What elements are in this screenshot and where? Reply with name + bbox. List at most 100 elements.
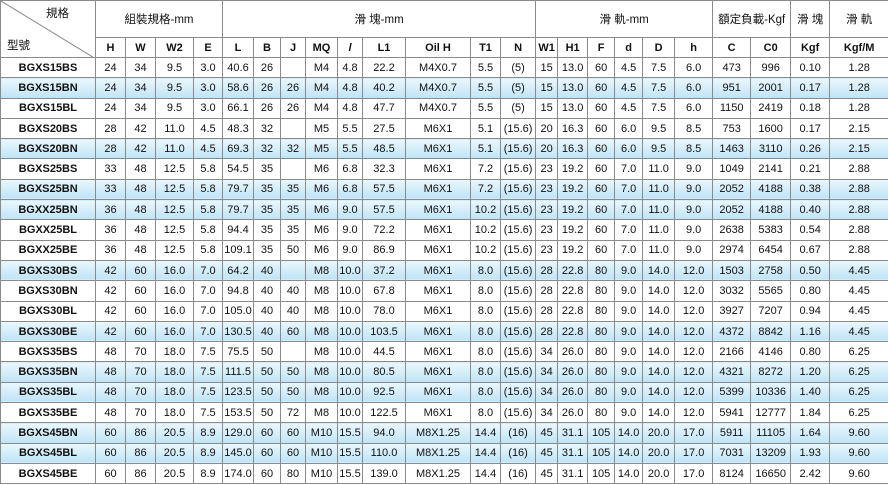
value-cell: 6.8: [337, 158, 363, 180]
value-cell: M8X1.25: [405, 442, 471, 464]
column-header: Kgf/M: [829, 37, 888, 58]
value-cell: 19.2: [557, 239, 589, 261]
value-cell: 45: [535, 462, 559, 485]
model-cell: BGXS20BN: [0, 138, 96, 160]
value-cell: 94.8: [222, 280, 254, 302]
value-cell: 4.45: [829, 280, 888, 302]
value-cell: 111.5: [222, 361, 254, 383]
value-cell: 9.0: [614, 341, 644, 363]
corner-cell: 規格 型號: [0, 0, 96, 58]
value-cell: 35: [253, 239, 281, 261]
value-cell: 12.5: [155, 158, 194, 180]
value-cell: 12.5: [155, 239, 194, 261]
value-cell: 14.4: [470, 422, 501, 444]
model-cell: BGXS30BE: [0, 320, 96, 343]
value-cell: 105.0: [222, 300, 254, 322]
value-cell: (5): [499, 77, 537, 99]
column-header: l: [337, 37, 363, 58]
value-cell: 17.0: [674, 442, 714, 464]
value-cell: M6X1: [405, 138, 471, 160]
value-cell: 11.0: [642, 158, 676, 180]
model-cell: BGXS25BN: [0, 178, 96, 201]
value-cell: 14.0: [614, 462, 644, 485]
value-cell: 5.5: [470, 56, 501, 79]
value-cell: 123.5: [222, 381, 254, 404]
group-header: 滑 塊: [790, 0, 831, 38]
value-cell: 9.5: [155, 77, 194, 99]
value-cell: 3.0: [193, 97, 223, 119]
model-cell: BGXX25BN: [0, 199, 96, 221]
group-header: 組裝規格-mm: [95, 0, 223, 38]
value-cell: 11.0: [642, 219, 676, 241]
value-cell: 0.54: [790, 219, 831, 241]
value-cell: [280, 259, 306, 282]
value-cell: 19.2: [557, 199, 589, 221]
value-cell: 0.21: [790, 158, 831, 180]
value-cell: 4.5: [614, 97, 644, 119]
value-cell: 60: [587, 117, 616, 140]
value-cell: 45: [535, 422, 559, 444]
value-cell: 22.8: [557, 320, 589, 343]
value-cell: 10.2: [470, 219, 501, 241]
value-cell: 94.0: [362, 422, 406, 444]
value-cell: 18.0: [155, 361, 194, 383]
value-cell: 105: [587, 442, 616, 464]
value-cell: 50: [253, 341, 281, 363]
value-cell: 7.5: [642, 56, 676, 79]
value-cell: 34: [125, 97, 156, 119]
value-cell: M4: [305, 97, 338, 119]
value-cell: (15.6): [499, 259, 537, 282]
value-cell: 44.5: [362, 341, 406, 363]
column-header: L: [222, 37, 254, 58]
value-cell: 18.0: [155, 402, 194, 424]
value-cell: 8.0: [470, 280, 501, 302]
value-cell: 14.0: [642, 361, 676, 383]
value-cell: 79.7: [222, 178, 254, 201]
value-cell: 24: [95, 56, 126, 79]
model-cell: BGXS35BS: [0, 341, 96, 363]
value-cell: (15.6): [499, 402, 537, 424]
value-cell: 15: [535, 77, 559, 99]
value-cell: 7.0: [614, 239, 644, 261]
value-cell: 20: [535, 117, 559, 140]
value-cell: 7207: [750, 300, 792, 322]
value-cell: 12.0: [674, 402, 714, 424]
value-cell: M4X0.7: [405, 56, 471, 79]
value-cell: 8.0: [470, 361, 501, 383]
value-cell: 5383: [750, 219, 792, 241]
value-cell: M6: [305, 178, 338, 201]
value-cell: 129.0: [222, 422, 254, 444]
value-cell: 10.0: [337, 259, 363, 282]
value-cell: 109.1: [222, 239, 254, 261]
value-cell: 0.10: [790, 56, 831, 79]
value-cell: 16650: [750, 462, 792, 485]
value-cell: 35: [280, 178, 306, 201]
value-cell: 60: [587, 219, 616, 241]
value-cell: 48: [95, 381, 126, 404]
value-cell: 26.0: [557, 402, 589, 424]
value-cell: 37.2: [362, 259, 406, 282]
value-cell: 9.60: [829, 422, 888, 444]
value-cell: 50: [253, 381, 281, 404]
column-header: H1: [557, 37, 589, 58]
value-cell: 4.5: [193, 117, 223, 140]
value-cell: M6X1: [405, 199, 471, 221]
value-cell: 4.5: [614, 56, 644, 79]
value-cell: 0.67: [790, 239, 831, 261]
value-cell: 9.0: [614, 320, 644, 343]
value-cell: 1.16: [790, 320, 831, 343]
value-cell: 23: [535, 219, 559, 241]
value-cell: 1.84: [790, 402, 831, 424]
value-cell: (15.6): [499, 138, 537, 160]
value-cell: 13.0: [557, 97, 589, 119]
value-cell: 48: [95, 341, 126, 363]
column-header: W2: [155, 37, 194, 58]
value-cell: 15: [535, 56, 559, 79]
value-cell: 3.0: [193, 77, 223, 99]
value-cell: 1.40: [790, 381, 831, 404]
column-header: B: [253, 37, 281, 58]
value-cell: 54.5: [222, 158, 254, 180]
value-cell: 60: [280, 320, 306, 343]
value-cell: 7031: [712, 442, 752, 464]
